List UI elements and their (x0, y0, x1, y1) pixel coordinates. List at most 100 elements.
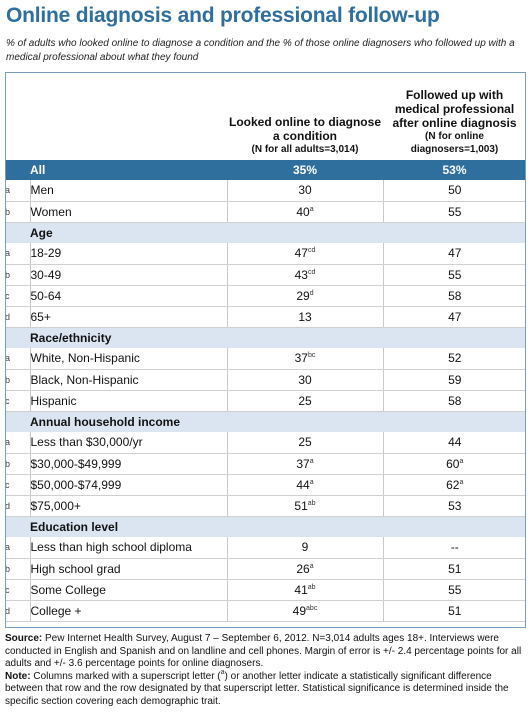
source-text: Pew Internet Health Survey, August 7 – S… (5, 633, 522, 669)
row-label: Black, Non-Hispanic (30, 369, 227, 391)
row-label: Men (30, 180, 227, 202)
significance-superscript: ab (307, 499, 316, 507)
row-letter: a (5, 537, 31, 559)
cell-followed-up: 55 (382, 579, 526, 601)
cell-followed-up-value: 51 (448, 603, 462, 618)
cell-looked-online: 47cd (226, 243, 383, 265)
cell-looked-online: 30 (226, 180, 383, 202)
cell-looked-online: 13 (226, 306, 383, 328)
row-letter: a (5, 180, 31, 202)
row-letter (5, 327, 30, 348)
page-subtitle: % of adults who looked online to diagnos… (6, 38, 515, 63)
note-label: Note: (5, 670, 31, 682)
cell-looked-online-value: 25 (298, 435, 312, 450)
cell-followed-up: 55 (382, 264, 526, 286)
row-letter: d (5, 306, 31, 328)
cell-looked-online: 35% (292, 163, 318, 177)
cell-looked-online-value: 13 (298, 309, 312, 324)
cell-looked-online-value: 43 (294, 267, 308, 282)
row-label: Hispanic (30, 390, 227, 412)
section-header-label: Race/ethnicity (30, 330, 112, 345)
cell-followed-up: 52 (382, 348, 526, 370)
table-row: c 50-64 29d 58 (5, 285, 526, 307)
cell-followed-up-value: 55 (448, 204, 462, 219)
row-letter: b (5, 369, 31, 391)
cell-looked-online: 44a (226, 474, 383, 496)
table-row: b 30-49 43cd 55 (5, 264, 526, 286)
cell-followed-up: 53% (442, 163, 467, 177)
row-letter: b (5, 201, 31, 223)
significance-superscript: abc (306, 604, 318, 612)
cell-looked-online: 25 (226, 432, 383, 454)
section-header-row: Age (5, 222, 526, 243)
row-letter: b (5, 558, 31, 580)
cell-followed-up: 60a (382, 453, 526, 475)
cell-followed-up-value: 47 (448, 309, 462, 324)
significance-superscript: cd (307, 268, 316, 276)
table-row: a Less than $30,000/yr 25 44 (5, 432, 526, 454)
cell-followed-up-value: 58 (448, 288, 462, 303)
row-label: 18-29 (30, 243, 227, 265)
header-blank-label (30, 72, 227, 160)
cell-followed-up-value: 52 (448, 351, 462, 366)
row-label: High school grad (30, 558, 227, 580)
cell-followed-up: 59 (382, 369, 526, 391)
note-text-before: Columns marked with a superscript letter… (33, 670, 221, 682)
significance-note: Note: Columns marked with a superscript … (5, 669, 527, 709)
note-text-after: ) or another letter indicate a statistic… (5, 670, 509, 707)
cell-followed-up: 58 (382, 390, 526, 412)
row-letter: a (5, 432, 31, 454)
cell-looked-online: 37a (226, 453, 383, 475)
cell-followed-up: 58 (382, 285, 526, 307)
table-header-row: Looked online to diagnose a condition (N… (5, 72, 526, 160)
row-label: 65+ (30, 306, 227, 328)
row-letter: d (5, 495, 31, 517)
significance-superscript: a (309, 478, 314, 486)
cell-followed-up-value: 55 (448, 582, 462, 597)
row-label: College + (30, 600, 227, 622)
row-label: Less than $30,000/yr (30, 432, 227, 454)
cell-looked-online: 9 (226, 537, 383, 559)
cell-looked-online: 41ab (226, 579, 383, 601)
cell-followed-up: 51 (382, 600, 526, 622)
cell-followed-up: 47 (382, 243, 526, 265)
cell-followed-up-value: 50 (448, 183, 462, 198)
source-note: Source: Pew Internet Health Survey, Augu… (5, 633, 527, 671)
significance-superscript: a (309, 205, 314, 213)
significance-superscript: cd (307, 247, 316, 255)
cell-followed-up: 51 (382, 558, 526, 580)
cell-looked-online-value: 47 (294, 246, 308, 261)
cell-followed-up-value: 58 (448, 393, 462, 408)
cell-followed-up: 47 (382, 306, 526, 328)
row-letter (5, 160, 30, 180)
row-label: 30-49 (30, 264, 227, 286)
row-letter: b (5, 453, 31, 475)
row-label: 50-64 (30, 285, 227, 307)
cell-looked-online: 49abc (226, 600, 383, 622)
significance-superscript: a (309, 562, 314, 570)
significance-superscript: bc (307, 352, 316, 360)
section-header-row: Race/ethnicity (5, 327, 526, 348)
cell-followed-up-value: 60 (446, 456, 460, 471)
cell-followed-up-value: -- (450, 540, 459, 555)
table-row: b Black, Non-Hispanic 30 59 (5, 369, 526, 391)
column-header-followed-up: Followed up with medical professional af… (383, 72, 526, 160)
cell-looked-online-value: 29 (296, 288, 310, 303)
row-letter: c (5, 285, 31, 307)
row-label: $30,000-$49,999 (30, 453, 227, 475)
cell-followed-up: 55 (382, 201, 526, 223)
cell-followed-up-value: 55 (448, 267, 462, 282)
row-label: $50,000-$74,999 (30, 474, 227, 496)
column-header-looked-online-n: (N for all adults=3,014) (251, 144, 359, 155)
row-label: All (30, 163, 46, 177)
table-row: d 65+ 13 47 (5, 306, 526, 328)
table-row: a Less than high school diploma 9 -- (5, 537, 526, 559)
significance-superscript: a (459, 478, 464, 486)
cell-followed-up: 50 (382, 180, 526, 202)
cell-looked-online-value: 9 (301, 540, 309, 555)
cell-looked-online-value: 41 (294, 582, 308, 597)
cell-looked-online: 30 (226, 369, 383, 391)
cell-followed-up: -- (382, 537, 526, 559)
row-letter (5, 222, 30, 243)
cell-followed-up-value: 59 (448, 372, 462, 387)
